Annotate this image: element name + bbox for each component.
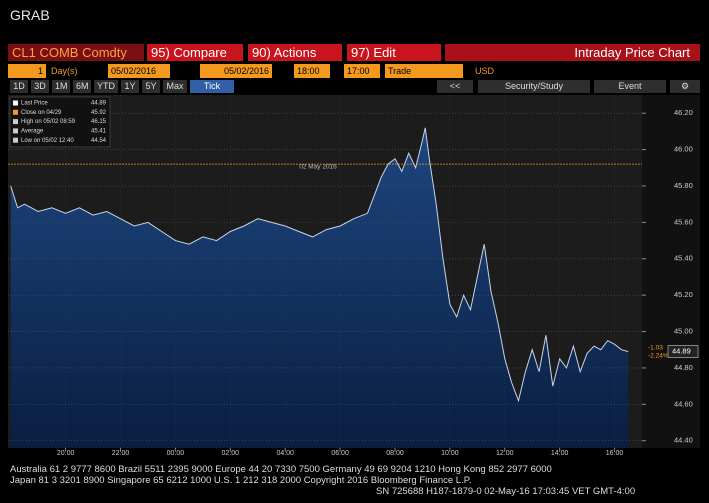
end-time[interactable]: 17:00 (344, 64, 380, 78)
period-unit[interactable]: Day(s) (51, 66, 78, 76)
range-button[interactable]: 5Y (142, 80, 160, 93)
y-tick-label: 46.00 (674, 145, 693, 154)
compare-button[interactable]: 95) Compare (147, 44, 243, 61)
range-button[interactable]: Max (163, 80, 187, 93)
legend-marker (13, 119, 18, 125)
event-button[interactable]: Event (594, 80, 666, 93)
x-tick-label: 04:00 (276, 450, 294, 457)
y-tick-label: 45.20 (674, 290, 693, 299)
legend-value: 45.92 (91, 110, 107, 116)
legend-marker (13, 109, 18, 115)
y-tick-label: 45.40 (674, 254, 693, 263)
x-tick-label: 16:00 (606, 450, 624, 457)
footer-line: Japan 81 3 3201 8900 Singapore 65 6212 1… (10, 475, 472, 486)
range-button[interactable]: Tick (190, 80, 234, 93)
range-button[interactable]: 6M (73, 80, 91, 93)
y-tick-label: 44.60 (674, 399, 693, 408)
y-tick-label: 45.60 (674, 217, 693, 226)
y-tick-label: 45.00 (674, 327, 693, 336)
currency[interactable]: USD (475, 66, 495, 76)
change-pct-label: -2.24% (648, 352, 669, 359)
legend-marker (13, 137, 18, 143)
range-button[interactable]: YTD (94, 80, 118, 93)
date-annotation: 02 May 2016 (299, 164, 337, 171)
x-tick-label: 22:00 (112, 450, 130, 457)
range-button[interactable]: 1Y (121, 80, 139, 93)
x-tick-label: 12:00 (496, 450, 514, 457)
x-tick-label: 10:00 (441, 450, 459, 457)
range-button[interactable]: 3D (31, 80, 49, 93)
legend-marker (13, 100, 18, 106)
axis-background (642, 95, 700, 448)
x-tick-label: 20:00 (57, 450, 75, 457)
footer-line: SN 725688 H187-1879-0 02-May-16 17:03:45… (376, 486, 636, 497)
actions-button[interactable]: 90) Actions (248, 44, 342, 61)
legend-value: 44.54 (91, 138, 107, 144)
panel-title: Intraday Price Chart (445, 44, 700, 61)
x-tick-label: 06:00 (331, 450, 349, 457)
legend-box (9, 96, 111, 148)
start-time[interactable]: 18:00 (294, 64, 330, 78)
window-title: GRAB (10, 7, 50, 23)
y-tick-label: 45.80 (674, 181, 693, 190)
y-tick-label: 44.40 (674, 436, 693, 445)
footer-line: Australia 61 2 9777 8600 Brazil 5511 239… (10, 464, 552, 475)
y-tick-label: 44.80 (674, 363, 693, 372)
start-date[interactable]: 05/02/2016 (108, 64, 170, 78)
security-field[interactable]: CL1 COMB Comdty (8, 44, 144, 61)
legend-value: 46.15 (91, 119, 107, 125)
legend-marker (13, 128, 18, 134)
change-label: -1.03 (648, 344, 663, 351)
back-button[interactable]: << (437, 80, 473, 93)
legend-value: 45.41 (91, 128, 107, 134)
last-price-tag (667, 345, 699, 358)
x-tick-label: 08:00 (386, 450, 404, 457)
period-field[interactable]: 1 (8, 64, 46, 78)
last-price-label: 44.89 (672, 347, 691, 356)
legend-label: Low on 05/02 12:40 (21, 138, 74, 144)
settings-button[interactable]: ⚙ (670, 80, 700, 93)
legend-value: 44.89 (91, 101, 107, 107)
legend-label: Average (21, 128, 44, 134)
x-tick-label: 00:00 (167, 450, 185, 457)
x-tick-label: 14:00 (551, 450, 569, 457)
study-button[interactable]: Security/Study (478, 80, 590, 93)
x-tick-label: 02:00 (222, 450, 240, 457)
end-date[interactable]: 05/02/2016 (200, 64, 272, 78)
legend-label: Last Price (21, 101, 48, 107)
price-line (10, 127, 629, 403)
legend-label: High on 05/02 08:59 (21, 119, 76, 125)
field-select[interactable]: Trade (385, 64, 463, 78)
edit-button[interactable]: 97) Edit (347, 44, 441, 61)
range-button[interactable]: 1D (10, 80, 28, 93)
legend-label: Close on 04/29 (21, 110, 62, 116)
range-button[interactable]: 1M (52, 80, 70, 93)
y-tick-label: 46.20 (674, 108, 693, 117)
